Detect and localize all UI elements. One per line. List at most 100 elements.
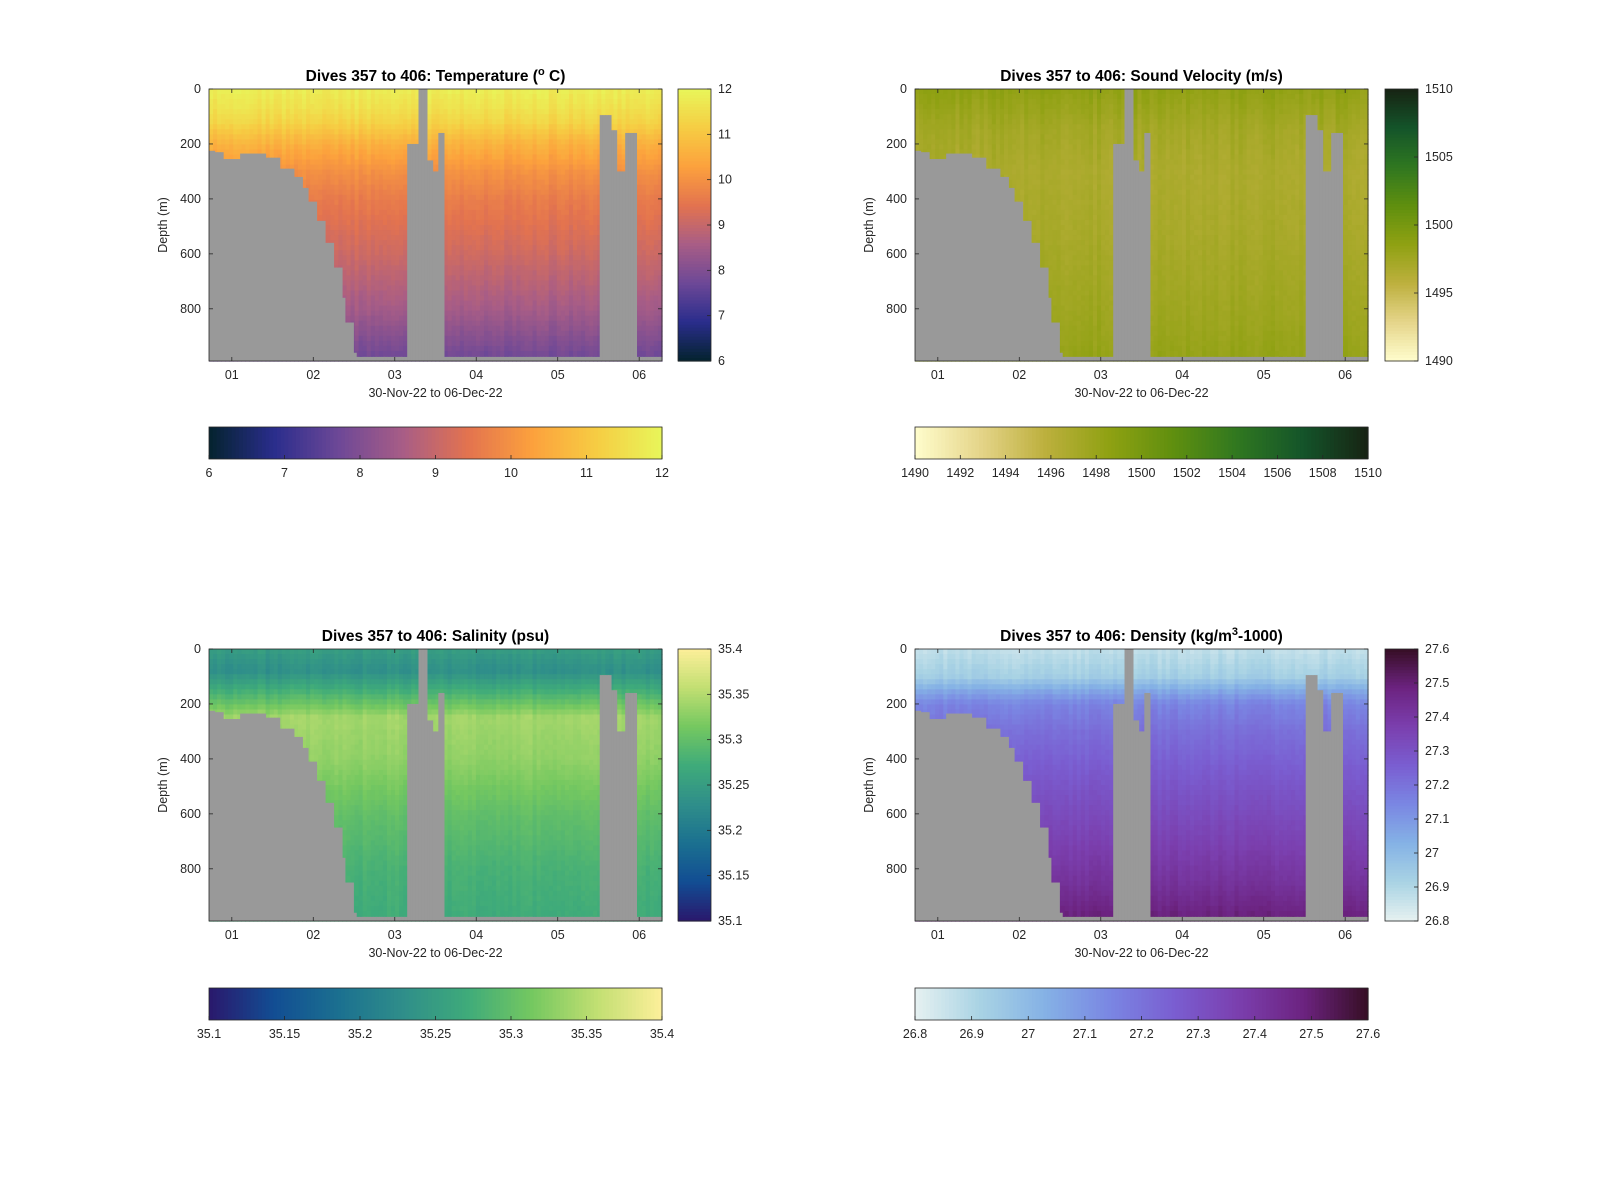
heatmap-cell bbox=[286, 94, 291, 100]
heatmap-cell bbox=[577, 331, 582, 337]
heatmap-cell bbox=[338, 210, 343, 216]
heatmap-cell bbox=[367, 180, 372, 186]
heatmap-cell bbox=[541, 170, 546, 176]
heatmap-cell bbox=[399, 245, 404, 251]
heatmap-cell bbox=[500, 99, 505, 105]
heatmap-cell bbox=[537, 301, 542, 307]
heatmap-cell bbox=[347, 104, 352, 110]
heatmap-cell bbox=[306, 154, 311, 160]
heatmap-cell bbox=[561, 134, 566, 140]
heatmap-cell bbox=[464, 230, 469, 236]
heatmap-cell bbox=[533, 336, 538, 342]
heatmap-cell bbox=[476, 89, 481, 95]
heatmap-cell bbox=[553, 280, 558, 286]
heatmap-cell bbox=[229, 124, 234, 130]
heatmap-cell bbox=[310, 180, 315, 186]
heatmap-cell bbox=[347, 119, 352, 125]
heatmap-cell bbox=[448, 144, 453, 150]
heatmap-cell bbox=[359, 245, 364, 251]
heatmap-cell bbox=[561, 331, 566, 337]
heatmap-cell bbox=[395, 280, 400, 286]
heatmap-cell bbox=[387, 139, 392, 145]
heatmap-cell bbox=[492, 190, 497, 196]
heatmap-cell bbox=[347, 165, 352, 171]
heatmap-cell bbox=[355, 104, 360, 110]
heatmap-cell bbox=[553, 290, 558, 296]
heatmap-cell bbox=[476, 331, 481, 337]
heatmap-cell bbox=[480, 296, 485, 302]
heatmap-cell bbox=[460, 99, 465, 105]
heatmap-cell bbox=[508, 154, 513, 160]
heatmap-cell bbox=[326, 134, 331, 140]
heatmap-cell bbox=[399, 195, 404, 201]
heatmap-cell bbox=[355, 290, 360, 296]
heatmap-cell bbox=[476, 306, 481, 312]
heatmap-cell bbox=[387, 336, 392, 342]
heatmap-cell bbox=[395, 336, 400, 342]
heatmap-cell bbox=[480, 260, 485, 266]
heatmap-cell bbox=[294, 119, 299, 125]
heatmap-cell bbox=[403, 311, 408, 317]
heatmap-cell bbox=[561, 351, 566, 357]
heatmap-cell bbox=[529, 285, 534, 291]
heatmap-cell bbox=[484, 346, 489, 352]
heatmap-cell bbox=[524, 89, 529, 95]
heatmap-cell bbox=[383, 220, 388, 226]
heatmap-cell bbox=[444, 89, 449, 95]
heatmap-cell bbox=[347, 230, 352, 236]
heatmap-cell bbox=[387, 134, 392, 140]
heatmap-cell bbox=[516, 114, 521, 120]
heatmap-cell bbox=[294, 124, 299, 130]
heatmap-cell bbox=[496, 250, 501, 256]
heatmap-cell bbox=[379, 326, 384, 332]
heatmap-cell bbox=[355, 215, 360, 221]
heatmap-cell bbox=[338, 160, 343, 166]
heatmap-cell bbox=[431, 129, 436, 135]
heatmap-cell bbox=[367, 321, 372, 327]
heatmap-cell bbox=[460, 351, 465, 357]
heatmap-cell bbox=[529, 200, 534, 206]
heatmap-cell bbox=[427, 114, 432, 120]
heatmap-cell bbox=[581, 195, 586, 201]
heatmap-cell bbox=[399, 225, 404, 231]
heatmap-cell bbox=[253, 134, 258, 140]
heatmap-cell bbox=[476, 170, 481, 176]
heatmap-cell bbox=[302, 114, 307, 120]
heatmap-cell bbox=[399, 134, 404, 140]
heatmap-cell bbox=[508, 129, 513, 135]
heatmap-cell bbox=[533, 240, 538, 246]
heatmap-cell bbox=[379, 139, 384, 145]
heatmap-cell bbox=[508, 321, 513, 327]
heatmap-cell bbox=[338, 165, 343, 171]
heatmap-cell bbox=[529, 306, 534, 312]
heatmap-cell bbox=[395, 250, 400, 256]
heatmap-cell bbox=[565, 134, 570, 140]
heatmap-cell bbox=[504, 240, 509, 246]
heatmap-cell bbox=[484, 154, 489, 160]
heatmap-cell bbox=[549, 290, 554, 296]
heatmap-cell bbox=[391, 260, 396, 266]
heatmap-cell bbox=[549, 336, 554, 342]
heatmap-cell bbox=[326, 160, 331, 166]
heatmap-cell bbox=[379, 134, 384, 140]
heatmap-cell bbox=[561, 104, 566, 110]
heatmap-cell bbox=[322, 144, 327, 150]
heatmap-cell bbox=[557, 139, 562, 145]
heatmap-cell bbox=[460, 301, 465, 307]
heatmap-cell bbox=[545, 321, 550, 327]
heatmap-cell bbox=[452, 185, 457, 191]
heatmap-cell bbox=[233, 124, 238, 130]
heatmap-cell bbox=[553, 240, 558, 246]
heatmap-cell bbox=[355, 89, 360, 95]
heatmap-cell bbox=[338, 185, 343, 191]
heatmap-cell bbox=[537, 316, 542, 322]
heatmap-cell bbox=[504, 275, 509, 281]
heatmap-cell bbox=[520, 321, 525, 327]
heatmap-cell bbox=[342, 220, 347, 226]
heatmap-cell bbox=[476, 326, 481, 332]
heatmap-cell bbox=[565, 210, 570, 216]
heatmap-cell bbox=[351, 245, 356, 251]
heatmap-cell bbox=[452, 306, 457, 312]
heatmap-cell bbox=[504, 346, 509, 352]
heatmap-cell bbox=[573, 285, 578, 291]
